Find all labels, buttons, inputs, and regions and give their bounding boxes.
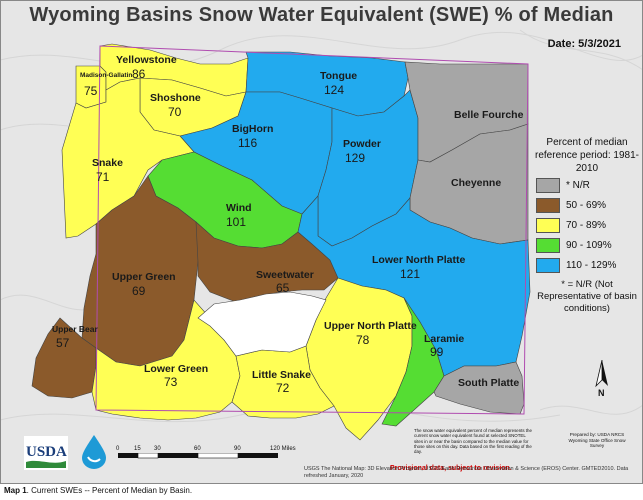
value-sweetwater: 65 bbox=[276, 281, 290, 295]
legend-title: Percent of median reference period: 1981… bbox=[535, 137, 639, 174]
legend-items: * N/R 50 - 69% 70 - 89% 90 - 109% 110 - 129% bbox=[532, 175, 642, 275]
label-snake: Snake bbox=[92, 157, 123, 169]
label-lower-north-platte: Lower North Platte bbox=[372, 254, 466, 266]
value-yellowstone: 86 bbox=[132, 67, 146, 81]
basin-sweetwater bbox=[195, 221, 339, 303]
label-cheyenne: Cheyenne bbox=[451, 177, 501, 189]
provisional-note: Provisional data, subject to revision. bbox=[390, 465, 512, 472]
value-snake: 71 bbox=[96, 170, 110, 184]
value-tongue: 124 bbox=[324, 83, 344, 97]
label-upper-bear: Upper Bear bbox=[52, 324, 99, 334]
legend-swatch bbox=[536, 177, 560, 193]
nrcs-water-drop-icon bbox=[82, 435, 106, 469]
map-title: Wyoming Basins Snow Water Equivalent (SW… bbox=[29, 4, 614, 26]
value-upper-bear: 57 bbox=[56, 336, 70, 350]
legend-row: 70 - 89% bbox=[536, 215, 642, 235]
label-south-platte: South Platte bbox=[458, 377, 519, 389]
label-wind: Wind bbox=[226, 202, 252, 214]
label-lower-green: Lower Green bbox=[144, 363, 208, 375]
value-lower-green: 73 bbox=[164, 375, 178, 389]
label-yellowstone: Yellowstone bbox=[116, 54, 177, 66]
value-laramie: 99 bbox=[430, 345, 444, 359]
legend-row: * N/R bbox=[536, 175, 642, 195]
value-powder: 129 bbox=[345, 151, 365, 165]
usda-logo-text: USDA bbox=[26, 444, 67, 460]
label-tongue: Tongue bbox=[320, 70, 357, 82]
north-arrow-icon bbox=[595, 360, 608, 388]
label-powder: Powder bbox=[343, 138, 381, 150]
great-divide-basin bbox=[197, 291, 327, 357]
usda-logo: USDA bbox=[24, 436, 68, 470]
legend: Percent of median reference period: 1981… bbox=[532, 136, 642, 315]
legend-row: 110 - 129% bbox=[536, 255, 642, 275]
value-wind: 101 bbox=[226, 215, 246, 229]
label-laramie: Laramie bbox=[424, 333, 464, 345]
legend-note: * = N/R (Not Representative of basin con… bbox=[537, 279, 637, 314]
legend-label: 110 - 129% bbox=[566, 259, 617, 271]
swe-note: The snow water equivalent percent of med… bbox=[414, 428, 532, 455]
scale-tick-label: 0 bbox=[116, 446, 120, 452]
basin-laramie bbox=[381, 297, 445, 427]
prepared-by: Prepared by: USDA NRCS Wyoming State Off… bbox=[568, 432, 626, 449]
map-date: Date: 5/3/2021 bbox=[547, 38, 621, 50]
basin-upper-bear bbox=[31, 317, 97, 399]
legend-swatch bbox=[536, 237, 560, 253]
north-label: N bbox=[598, 388, 605, 398]
label-upper-green: Upper Green bbox=[112, 271, 176, 283]
scale-tick-label: 90 bbox=[234, 446, 241, 452]
label-madison-gallatin: Madison-Gallatin bbox=[80, 72, 132, 79]
caption-prefix: Map 1 bbox=[4, 486, 27, 495]
label-little-snake: Little Snake bbox=[252, 369, 311, 381]
basin-map-svg: Madison-Gallatin 75 Yellowstone 86 Shosh… bbox=[0, 0, 643, 484]
value-bighorn: 116 bbox=[238, 136, 257, 150]
scale-tick-labels: 0 15 30 60 90 120 Miles bbox=[110, 446, 310, 454]
value-shoshone: 70 bbox=[168, 105, 182, 119]
basin-south-platte bbox=[433, 361, 525, 415]
caption-text: . Current SWEs -- Percent of Median by B… bbox=[26, 486, 193, 495]
label-belle-fourche: Belle Fourche bbox=[454, 109, 524, 121]
source-note: USGS The National Map: 3D Elevation Prog… bbox=[304, 466, 629, 479]
label-sweetwater: Sweetwater bbox=[256, 269, 314, 281]
scale-tick-label: 30 bbox=[154, 446, 161, 452]
value-little-snake: 72 bbox=[276, 381, 290, 395]
value-upper-north-platte: 78 bbox=[356, 333, 370, 347]
value-upper-green: 69 bbox=[132, 284, 146, 298]
snow-map: Madison-Gallatin 75 Yellowstone 86 Shosh… bbox=[0, 0, 643, 484]
scale-tick-label: 15 bbox=[134, 446, 141, 452]
label-shoshone: Shoshone bbox=[150, 92, 201, 104]
legend-label: 90 - 109% bbox=[566, 239, 612, 251]
scale-tick-label: 60 bbox=[194, 446, 201, 452]
legend-swatch bbox=[536, 217, 560, 233]
legend-swatch bbox=[536, 197, 560, 213]
legend-swatch bbox=[536, 257, 560, 273]
label-bighorn: BigHorn bbox=[232, 123, 273, 135]
legend-label: * N/R bbox=[566, 179, 590, 191]
figure-caption: Map 1. Current SWEs -- Percent of Median… bbox=[4, 486, 192, 495]
legend-row: 90 - 109% bbox=[536, 235, 642, 255]
legend-row: 50 - 69% bbox=[536, 195, 642, 215]
label-upper-north-platte: Upper North Platte bbox=[324, 320, 417, 332]
legend-label: 50 - 69% bbox=[566, 199, 607, 211]
value-lower-north-platte: 121 bbox=[400, 267, 420, 281]
state-boundary bbox=[95, 45, 529, 415]
scale-tick-label: 120 Miles bbox=[270, 446, 296, 452]
scale-bar bbox=[118, 453, 278, 459]
value-madison-gallatin: 75 bbox=[84, 84, 98, 98]
legend-label: 70 - 89% bbox=[566, 219, 607, 231]
